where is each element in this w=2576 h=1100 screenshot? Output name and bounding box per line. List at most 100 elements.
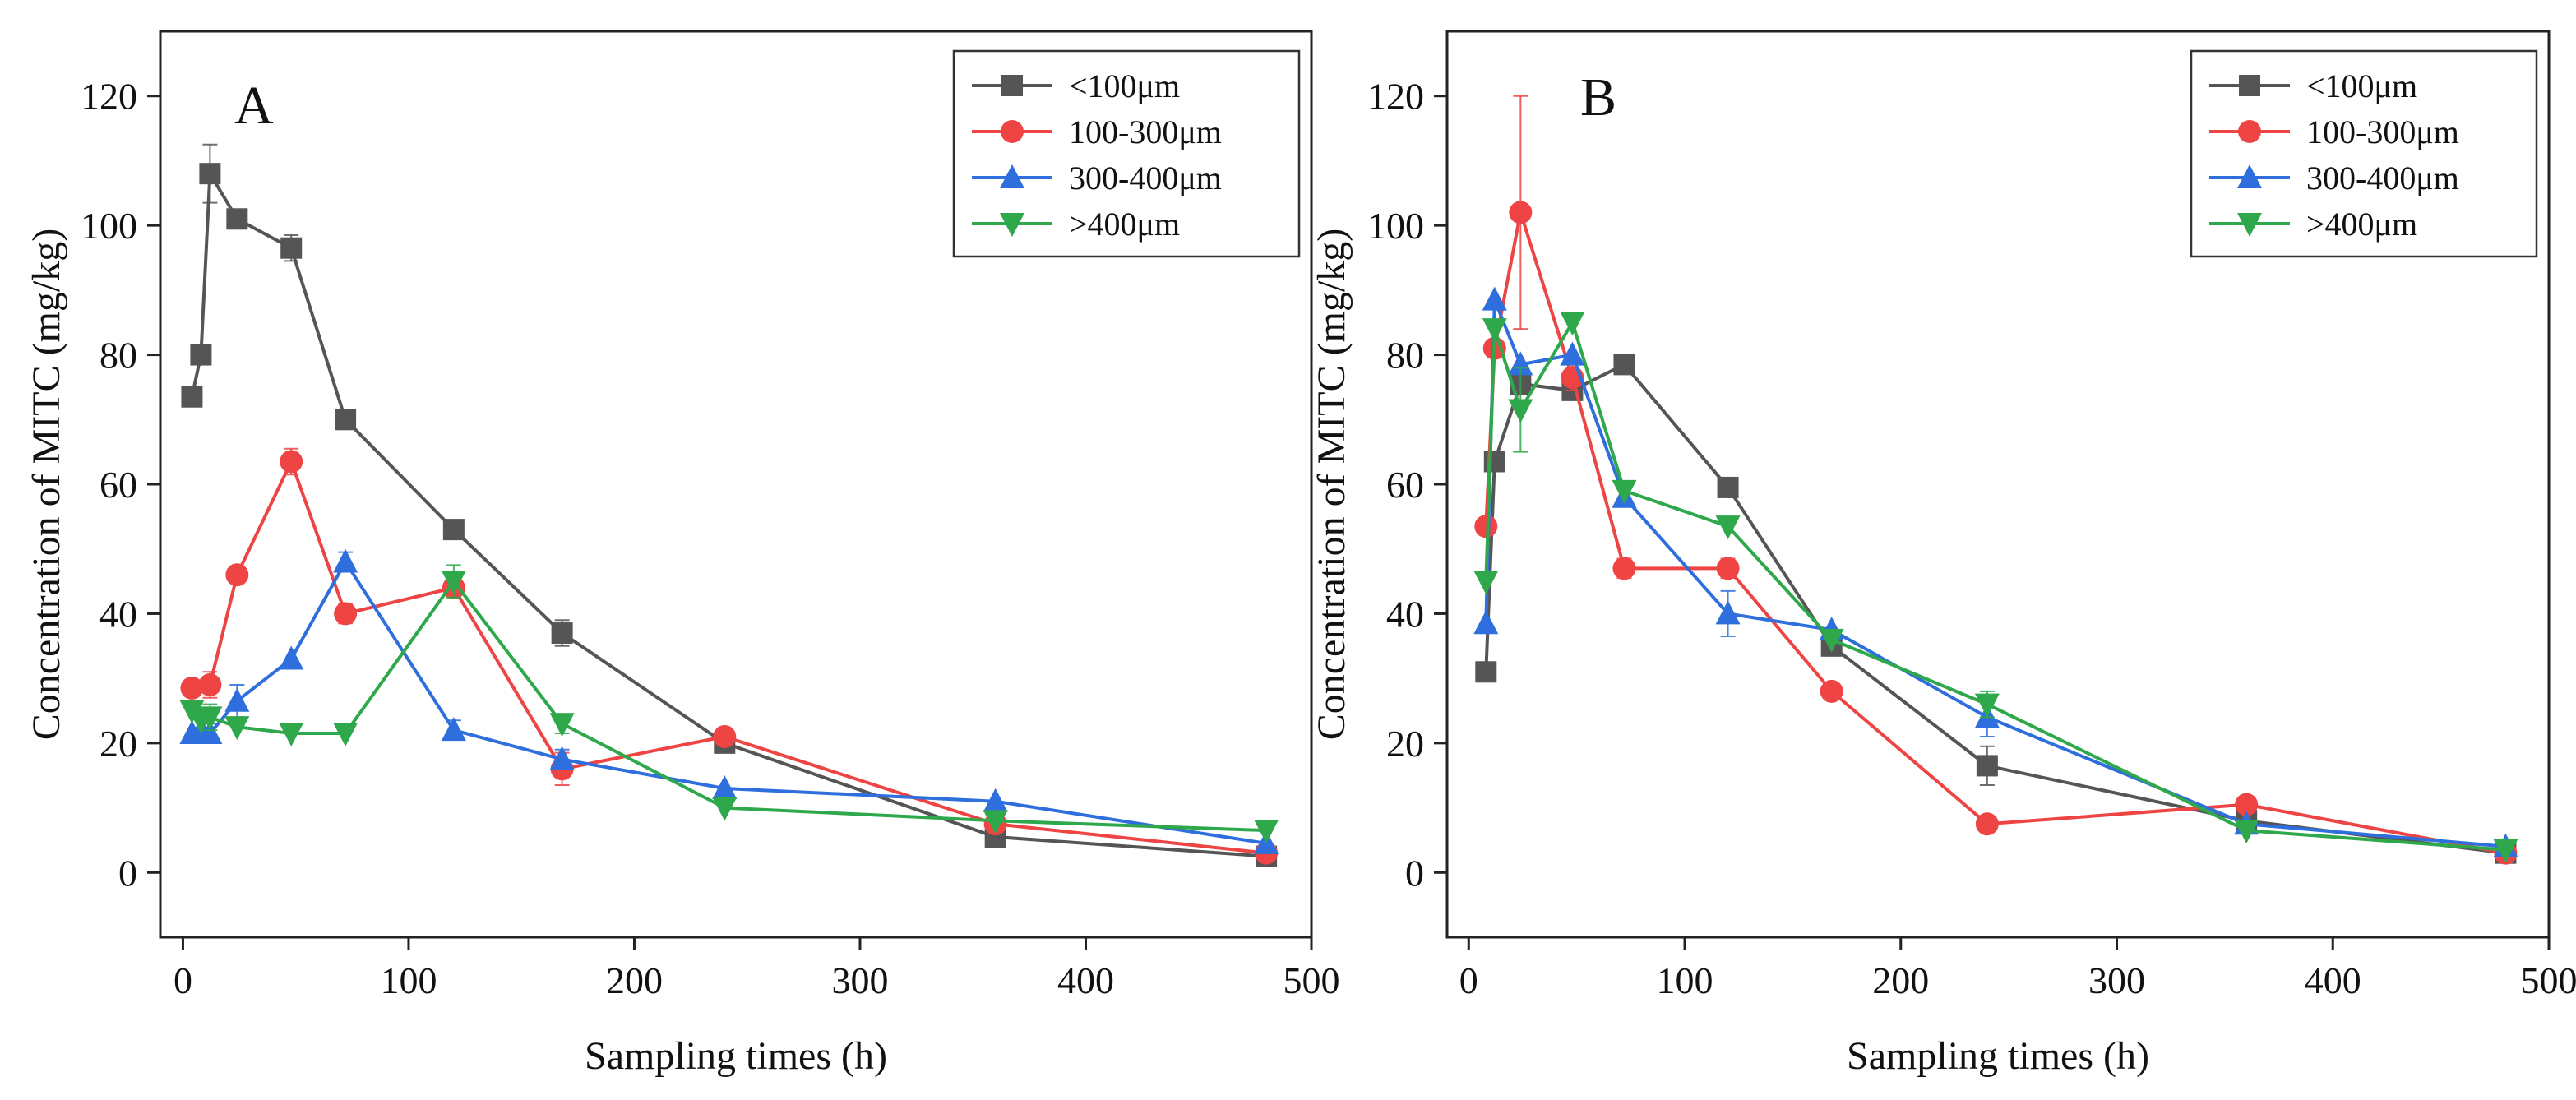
y-tick-label: 100 — [81, 205, 137, 247]
legend: <100μm 100-300μm 300-400μm >400μm — [952, 49, 1301, 258]
y-tick-label: 120 — [1367, 76, 1424, 118]
data-point — [333, 723, 358, 747]
data-point — [1715, 600, 1741, 625]
y-tick-label: 60 — [99, 464, 137, 506]
data-point — [197, 706, 223, 731]
legend-label: <100μm — [1069, 67, 1180, 104]
data-point — [1482, 318, 1507, 343]
legend-marker — [2238, 120, 2261, 143]
y-axis-title: Concentration of MITC (mg/kg) — [25, 229, 68, 741]
legend-marker — [1001, 120, 1024, 143]
legend-entry: 300-400μm — [972, 159, 1222, 196]
series-3 — [1473, 312, 2518, 863]
legend-marker — [1000, 164, 1024, 188]
x-axis-title: Sampling times (h) — [585, 1034, 887, 1078]
legend-label: >400μm — [1069, 206, 1180, 243]
data-point — [1820, 679, 1843, 703]
data-point — [1560, 341, 1585, 366]
data-point — [1717, 476, 1739, 498]
data-point — [1612, 557, 1636, 580]
legend-label: <100μm — [2306, 67, 2417, 104]
data-point — [224, 716, 250, 741]
legend-marker — [1001, 75, 1023, 96]
data-point — [1560, 312, 1585, 336]
data-point — [1254, 820, 1279, 844]
data-point — [2493, 839, 2518, 863]
data-point — [551, 622, 573, 645]
series-line — [1484, 318, 2506, 852]
data-point — [225, 563, 249, 587]
data-point — [1716, 557, 1740, 580]
y-tick-label: 60 — [1386, 464, 1424, 506]
data-point — [712, 774, 738, 799]
legend-marker — [2237, 213, 2262, 237]
data-point — [1473, 571, 1499, 595]
data-point — [1976, 755, 1998, 777]
series-line — [192, 457, 1267, 855]
y-tick-label: 20 — [1386, 723, 1424, 765]
series-line — [1484, 211, 2506, 855]
data-point — [1819, 628, 1844, 653]
data-point — [1715, 515, 1741, 540]
data-point — [1475, 661, 1497, 683]
data-point — [1474, 515, 1498, 538]
data-point — [1508, 399, 1533, 423]
data-point — [1613, 354, 1635, 376]
legend-marker — [2239, 75, 2260, 96]
panel-b: 0 100 200 300 400 500 0 20 40 60 80 100 120 Sampling … — [1310, 30, 2576, 1078]
x-tick-label: 300 — [831, 959, 888, 1001]
data-point — [983, 788, 1008, 812]
x-tick-label: 100 — [1657, 959, 1713, 1001]
y-tick-label: 40 — [1386, 593, 1424, 635]
legend-entry: <100μm — [2209, 67, 2417, 104]
x-axis-title: Sampling times (h) — [1847, 1034, 2149, 1078]
legend-marker — [1000, 213, 1024, 237]
y-tick-label: 40 — [99, 593, 137, 635]
data-point — [180, 676, 204, 700]
series-3 — [179, 564, 1279, 844]
data-point — [279, 645, 304, 670]
y-tick-label: 20 — [99, 723, 137, 765]
data-point — [713, 724, 737, 748]
data-point — [712, 797, 738, 821]
y-tick-label: 0 — [118, 852, 137, 894]
data-point — [197, 720, 223, 745]
x-tick-label: 300 — [2088, 959, 2145, 1001]
legend-label: 100-300μm — [1069, 113, 1222, 150]
y-axis-title: Concentration of MITC (mg/kg) — [1310, 229, 1353, 741]
y-tick-label: 80 — [1386, 335, 1424, 377]
data-point — [279, 723, 304, 747]
x-tick-label: 500 — [2521, 959, 2576, 1001]
x-tick-label: 200 — [1872, 959, 1929, 1001]
y-tick-label: 100 — [1367, 205, 1424, 247]
legend-entry: <100μm — [972, 67, 1180, 104]
legend: <100μm 100-300μm 300-400μm >400μm — [2190, 49, 2538, 258]
legend-entry: 100-300μm — [2209, 113, 2459, 150]
data-point — [1473, 610, 1499, 635]
data-point — [334, 602, 358, 626]
x-tick-label: 200 — [606, 959, 663, 1001]
y-tick-label: 0 — [1405, 852, 1424, 894]
legend-label: 100-300μm — [2306, 113, 2459, 150]
panel-a: 0 100 200 300 400 500 0 20 40 60 80 100 120 Sampling … — [25, 30, 1340, 1078]
data-point — [199, 163, 221, 185]
data-point — [1482, 286, 1507, 311]
data-point — [441, 717, 466, 742]
x-tick-label: 0 — [173, 959, 192, 1001]
data-point — [1509, 201, 1533, 224]
data-point — [1612, 479, 1637, 504]
panel-letter: A — [234, 76, 274, 136]
data-point — [226, 208, 248, 230]
data-point — [549, 746, 575, 770]
data-point — [181, 386, 203, 408]
legend-entry: 100-300μm — [972, 113, 1222, 150]
data-point — [280, 450, 303, 474]
y-tick-label: 120 — [81, 76, 137, 118]
data-point — [224, 687, 250, 712]
data-point — [983, 810, 1008, 834]
legend-marker — [2237, 164, 2262, 188]
data-point — [2234, 820, 2259, 844]
legend-label: 300-400μm — [1069, 159, 1222, 196]
data-point — [280, 237, 303, 259]
